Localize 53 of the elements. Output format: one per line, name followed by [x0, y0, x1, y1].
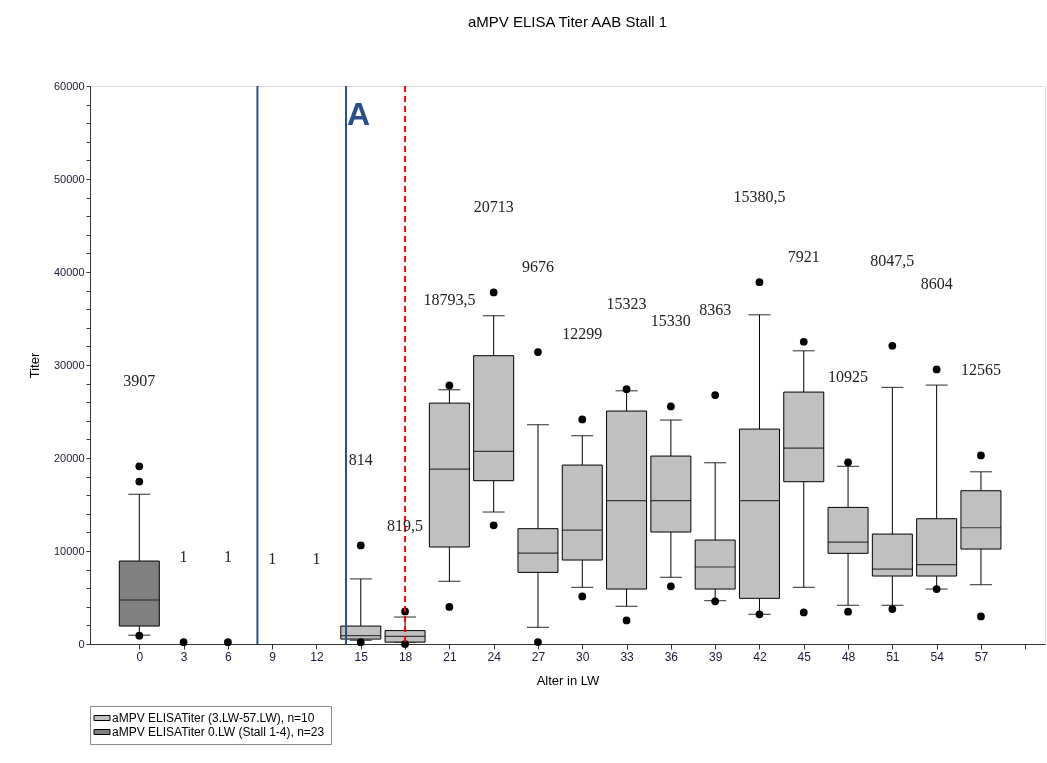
x-tick-label: 36 — [664, 649, 679, 664]
x-axis-title: Alter in LW — [536, 672, 601, 688]
x-tick-label: 39 — [708, 649, 723, 664]
annotation: 8363 — [699, 301, 732, 319]
x-tick-label: 6 — [225, 649, 233, 664]
y-axis-title: Titer — [26, 352, 42, 379]
y-tick-label: 30000 — [53, 358, 85, 371]
x-tick-label: 12 — [310, 649, 324, 664]
annotation: 8047,5 — [870, 251, 915, 269]
x-tick-label: 24 — [487, 649, 502, 664]
annotation: 12565 — [960, 361, 1001, 379]
y-tick-label: 60000 — [53, 79, 85, 92]
x-tick-label: 0 — [136, 649, 144, 664]
x-tick-label: 54 — [930, 649, 945, 664]
annotation: 7921 — [787, 247, 820, 265]
x-tick-label: 18 — [398, 649, 413, 664]
x-tick-label: 48 — [841, 649, 856, 664]
annotation: 3907 — [123, 372, 156, 390]
x-tick-label: 30 — [576, 649, 590, 664]
annotation: 15380,5 — [733, 188, 786, 206]
legend-label: aMPV ELISATiter 0.LW (Stall 1-4), n=23 — [112, 725, 325, 739]
legend-label: aMPV ELISATiter (3.LW-57.LW), n=10 — [112, 711, 315, 725]
annotation: 15323 — [606, 295, 647, 313]
annotation: 1 — [179, 548, 188, 566]
x-tick-label: 15 — [354, 649, 369, 664]
annotation: 1 — [268, 550, 277, 567]
x-tick-label: 33 — [620, 649, 635, 664]
annotation: 819,5 — [387, 517, 424, 535]
x-tick-label: 9 — [269, 649, 277, 664]
y-tick-label: 50000 — [53, 172, 85, 185]
annotation: 814 — [348, 451, 373, 469]
x-tick-label: 21 — [443, 649, 457, 664]
annotation: 9676 — [521, 258, 554, 276]
x-tick-label: 45 — [797, 649, 812, 664]
annotation: 15330 — [650, 312, 691, 330]
annotation: 1 — [312, 550, 321, 567]
x-tick-label: 27 — [531, 649, 546, 664]
annotation: 8604 — [920, 275, 953, 293]
x-tick-label: 51 — [886, 649, 900, 664]
y-tick-label: 10000 — [53, 544, 85, 557]
y-tick-label: 0 — [78, 637, 85, 650]
y-tick-label: 20000 — [53, 451, 85, 464]
x-tick-label: 42 — [753, 649, 767, 664]
x-tick-label: 57 — [974, 649, 989, 664]
annotation: 10925 — [828, 368, 869, 386]
annotation: 20713 — [473, 198, 514, 216]
annotation: 1 — [223, 548, 232, 566]
y-tick-label: 40000 — [53, 265, 85, 278]
annotation: 12299 — [562, 325, 603, 343]
x-tick-label: 3 — [180, 649, 188, 664]
chart-title: aMPV ELISA Titer AAB Stall 1 — [467, 13, 668, 30]
annotation: 18793,5 — [423, 291, 476, 309]
ref-line-label: A — [347, 96, 371, 132]
